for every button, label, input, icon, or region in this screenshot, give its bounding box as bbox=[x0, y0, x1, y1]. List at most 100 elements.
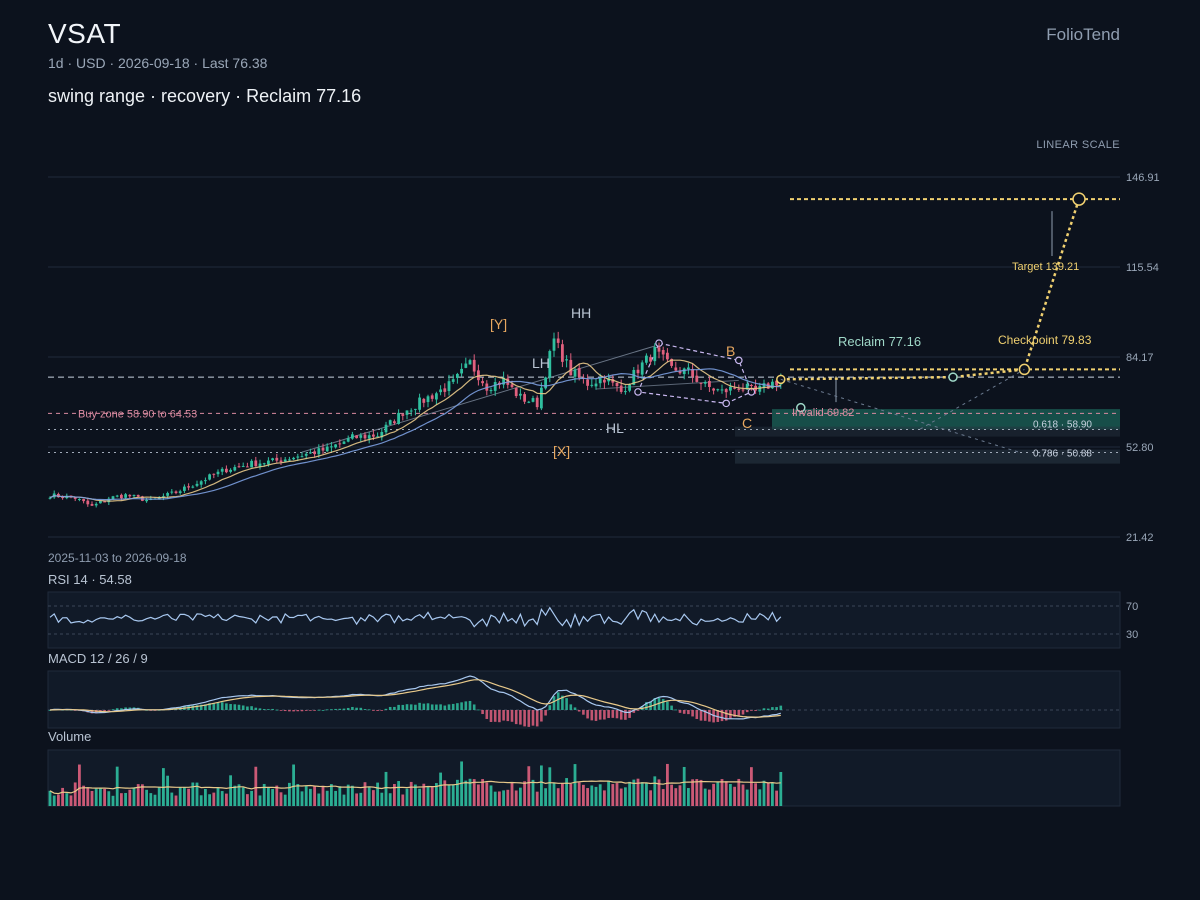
macd-histogram-bar bbox=[619, 710, 623, 720]
volume-bar bbox=[367, 787, 371, 806]
candle-body bbox=[775, 380, 778, 386]
target-marker bbox=[1072, 192, 1086, 206]
y-tick-label: 146.91 bbox=[1126, 172, 1160, 184]
volume-bar bbox=[750, 767, 753, 806]
candle-body bbox=[649, 357, 652, 362]
candle-body bbox=[351, 434, 354, 439]
candle-body bbox=[372, 434, 375, 437]
volume-bar bbox=[267, 787, 270, 806]
macd-histogram-bar bbox=[115, 708, 119, 710]
macd-histogram-bar bbox=[229, 704, 232, 710]
candle-body bbox=[241, 466, 245, 468]
macd-histogram-bar bbox=[401, 704, 405, 710]
candle-body bbox=[691, 369, 694, 377]
volume-bar bbox=[279, 792, 283, 806]
macd-line bbox=[49, 675, 781, 720]
volume-bar bbox=[561, 783, 564, 806]
alt-projection-line bbox=[919, 369, 1025, 430]
candle-body bbox=[758, 385, 762, 392]
volume-bar bbox=[262, 783, 266, 806]
candle-body bbox=[531, 398, 535, 402]
volume-bar bbox=[481, 779, 484, 806]
macd-histogram-bar bbox=[720, 710, 724, 722]
candle-body bbox=[103, 501, 106, 503]
candle-body bbox=[279, 460, 283, 463]
macd-histogram-bar bbox=[199, 704, 203, 710]
volume-bar bbox=[498, 791, 501, 806]
macd-histogram-bar bbox=[775, 707, 778, 710]
candle-body bbox=[380, 432, 384, 438]
volume-bar bbox=[657, 779, 661, 806]
volume-bar bbox=[422, 783, 426, 806]
volume-bar bbox=[775, 790, 778, 806]
invalid-marker bbox=[796, 402, 806, 413]
volume-bar bbox=[321, 785, 325, 806]
macd-histogram-bar bbox=[712, 710, 715, 723]
candle-body bbox=[443, 388, 447, 392]
candle-body bbox=[624, 391, 627, 393]
scale-label[interactable]: LINEAR SCALE bbox=[1036, 139, 1120, 151]
macd-histogram-bar bbox=[653, 698, 657, 710]
macd-histogram-bar bbox=[523, 710, 526, 727]
macd-histogram-bar bbox=[561, 695, 564, 710]
candle-body bbox=[510, 384, 514, 388]
macd-histogram-bar bbox=[535, 710, 539, 727]
macd-histogram-bar bbox=[468, 700, 472, 710]
volume-ma-line bbox=[49, 780, 781, 795]
macd-histogram-bar bbox=[409, 704, 413, 710]
volume-bar bbox=[304, 785, 308, 806]
volume-bar bbox=[649, 790, 652, 806]
volume-bar bbox=[183, 787, 186, 806]
candle-body bbox=[283, 459, 287, 462]
volume-bar bbox=[69, 795, 73, 806]
volume-bar bbox=[477, 784, 480, 806]
macd-histogram-bar bbox=[48, 710, 52, 711]
level-lines bbox=[48, 198, 1120, 453]
macd-histogram-bar bbox=[376, 710, 379, 711]
candle-body bbox=[472, 359, 476, 372]
macd-histogram-bar bbox=[489, 710, 493, 722]
macd-histogram-bar bbox=[556, 692, 560, 710]
candle-body bbox=[733, 387, 736, 389]
candle-body bbox=[666, 352, 669, 360]
candle-body bbox=[720, 389, 724, 391]
macd-histogram-bar bbox=[414, 704, 417, 710]
macd-histogram-bar bbox=[615, 710, 619, 719]
volume-bar bbox=[380, 792, 384, 806]
candle-body bbox=[330, 446, 333, 448]
macd-histogram-bar bbox=[346, 707, 350, 710]
candle-body bbox=[195, 483, 199, 486]
candle-body bbox=[460, 368, 463, 374]
volume-bar bbox=[397, 781, 400, 806]
volume-bar bbox=[384, 771, 388, 806]
volume-bar bbox=[531, 779, 535, 806]
macd-histogram-bar bbox=[745, 710, 749, 713]
macd-histogram-bar bbox=[540, 710, 543, 722]
macd-histogram-bar bbox=[397, 704, 400, 710]
candle-body bbox=[288, 459, 291, 461]
candle-body bbox=[115, 495, 119, 497]
volume-bar bbox=[762, 780, 766, 806]
volume-bar bbox=[779, 772, 783, 806]
macd-histogram-bar bbox=[632, 710, 636, 713]
volume-bar bbox=[556, 788, 560, 806]
macd-histogram-bar bbox=[506, 710, 510, 722]
macd-histogram-bar bbox=[204, 704, 207, 710]
macd-histogram-bar bbox=[464, 701, 468, 710]
volume-bar bbox=[57, 794, 60, 806]
macd-histogram-bar bbox=[321, 709, 325, 711]
volume-bar bbox=[52, 795, 56, 806]
pivot-pattern bbox=[637, 342, 753, 404]
volume-bar bbox=[758, 789, 762, 806]
macd-histogram-bar bbox=[510, 710, 514, 722]
candle-body bbox=[548, 351, 552, 378]
volume-bar bbox=[229, 775, 232, 806]
candle-body bbox=[304, 453, 308, 456]
volume-bar bbox=[527, 766, 531, 806]
volume-bar bbox=[342, 794, 346, 806]
macd-histogram-bar bbox=[372, 710, 375, 711]
volume-bar bbox=[153, 794, 157, 806]
candle-body bbox=[355, 435, 358, 439]
candle-body bbox=[405, 410, 409, 415]
